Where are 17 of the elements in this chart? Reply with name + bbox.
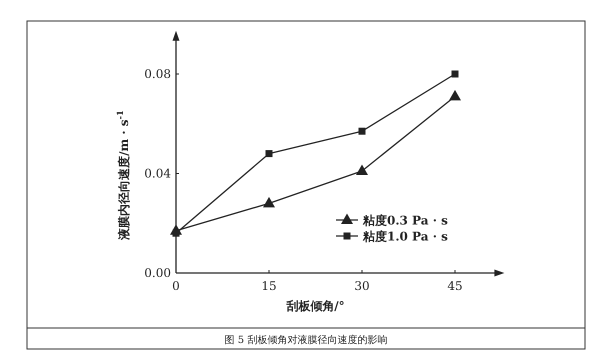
point (449, 90, 461, 100)
point (263, 196, 275, 208)
x-tick-label: 30 (354, 279, 370, 293)
y-tick-label: 0.04 (144, 166, 172, 180)
x-tick-label: 45 (447, 279, 463, 293)
y-tick-label: 0.00 (144, 266, 171, 280)
legend-label: 粘度0.3 Pa · s (362, 214, 448, 228)
point (358, 128, 366, 135)
x-tick-label: 0 (172, 279, 180, 293)
point (266, 150, 272, 158)
caption: 图 5 刮板倾角对液膜径向速度的影响 (224, 334, 388, 346)
point (452, 70, 458, 78)
y-tick-label: 0.08 (144, 67, 171, 81)
point (356, 164, 368, 176)
legend-label: 粘度1.0 Pa · s (362, 230, 448, 244)
x-axis-title: 刮板倾角/° (285, 299, 345, 313)
x-tick-label: 15 (261, 279, 277, 293)
